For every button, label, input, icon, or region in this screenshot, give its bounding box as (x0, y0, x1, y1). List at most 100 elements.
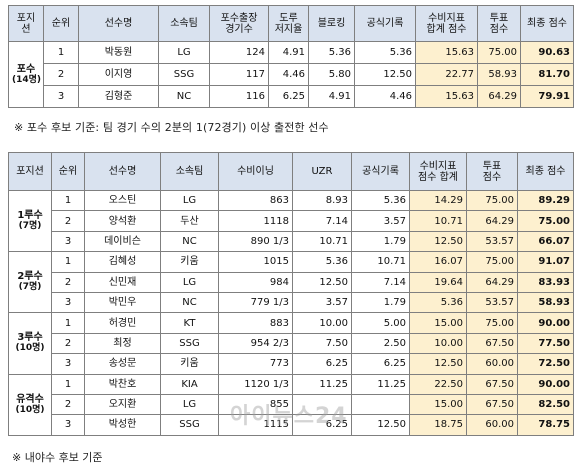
header-defense-score: 수비지표 합계 점수 (415, 5, 478, 42)
uzr-cell: 12.50 (292, 271, 352, 293)
team-cell: KIA (160, 373, 219, 395)
rank-cell: 2 (51, 210, 85, 232)
def-score-cell: 14.29 (409, 189, 467, 212)
final-score-cell: 66.07 (517, 230, 574, 253)
player-cell: 오지환 (84, 393, 161, 416)
team-cell: LG (160, 189, 219, 212)
vote-score-cell: 60.00 (466, 414, 518, 436)
team-cell: SSG (160, 414, 219, 436)
header-uzr: UZR (292, 152, 352, 191)
official-cell: 3.57 (351, 210, 410, 232)
vote-score-cell: 75.00 (466, 189, 518, 212)
table-row: 3 박성한 SSG 1115 6.25 12.50 18.75 60.00 78.75 (9, 414, 574, 436)
block-cell: 4.91 (308, 85, 355, 108)
def-score-cell: 10.00 (409, 332, 467, 355)
team-cell: LG (160, 271, 219, 293)
group-label: 2루수 (7명) (8, 251, 52, 314)
block-cell: 5.36 (308, 41, 355, 64)
final-score-cell: 90.00 (517, 373, 574, 395)
vote-score-cell: 64.29 (466, 271, 518, 293)
official-cell: 10.71 (351, 251, 410, 273)
official-cell: 6.25 (351, 353, 410, 375)
table-row: 포수 (14명) 1 박동원 LG 124 4.91 5.36 5.36 15.6… (8, 41, 574, 108)
def-score-cell: 15.63 (415, 41, 478, 64)
cs-cell: 4.46 (268, 63, 309, 86)
games-cell: 124 (209, 41, 269, 64)
team-cell: NC (160, 230, 219, 253)
official-cell: 7.14 (351, 271, 410, 293)
final-score-cell: 75.00 (517, 210, 574, 232)
rank-cell: 2 (51, 271, 85, 293)
player-cell: 양석환 (84, 210, 161, 232)
table-row: 1루수 (7명) 1 오스틴 LG 863 8.93 5.36 14.29 75.00 89.29 (8, 189, 574, 253)
header-position: 포지션 (8, 152, 52, 191)
final-score-cell: 72.50 (517, 353, 574, 375)
group-label: 포수 (14명) (8, 41, 44, 108)
header-player: 선수명 (78, 5, 159, 42)
team-cell: NC (158, 85, 210, 108)
header-official: 공식기록 (351, 152, 410, 191)
table-row: 2 신민재 LG 984 12.50 7.14 19.64 64.29 83.93 (9, 271, 574, 293)
def-score-cell: 12.50 (409, 353, 467, 375)
def-score-cell: 5.36 (409, 291, 467, 314)
uzr-cell: 3.57 (292, 291, 352, 314)
def-score-cell: 15.00 (409, 312, 467, 334)
group-label: 1루수 (7명) (8, 189, 52, 253)
player-cell: 이지영 (78, 63, 159, 86)
header-defense-score: 수비지표 점수 합계 (409, 152, 467, 191)
player-cell: 박민우 (84, 291, 161, 314)
team-cell: 키움 (160, 353, 219, 375)
rank-cell: 1 (51, 312, 85, 334)
def-score-cell: 15.63 (415, 85, 478, 108)
vote-score-cell: 67.50 (466, 393, 518, 416)
rank-cell: 1 (51, 189, 85, 212)
games-cell: 116 (209, 85, 269, 108)
games-cell: 117 (209, 63, 269, 86)
uzr-cell: 7.50 (292, 332, 352, 355)
final-score-cell: 91.07 (517, 251, 574, 273)
final-score-cell: 83.93 (517, 271, 574, 293)
header-games: 포수출장 경기수 (209, 5, 269, 42)
header-position: 포지 션 (8, 5, 44, 42)
uzr-cell: 7.14 (292, 210, 352, 232)
header-team: 소속팀 (158, 5, 210, 42)
innings-cell: 883 (218, 312, 293, 334)
player-cell: 박동원 (78, 41, 159, 64)
def-score-cell: 19.64 (409, 271, 467, 293)
final-score-cell: 82.50 (517, 393, 574, 416)
uzr-cell: 5.36 (292, 251, 352, 273)
catcher-table: 포지 션 순위 선수명 소속팀 포수출장 경기수 도루 저지율 블로킹 공식기록… (8, 5, 574, 108)
rank-cell: 3 (51, 353, 85, 375)
def-score-cell: 22.50 (409, 373, 467, 395)
header-final-score: 최종 점수 (520, 5, 574, 42)
header-final-score: 최종 점수 (517, 152, 574, 191)
table-row: 2 오지환 LG 855 15.00 67.50 82.50 (9, 393, 574, 416)
table-row: 2 양석환 두산 1118 7.14 3.57 10.71 64.29 75.00 (9, 210, 574, 232)
final-score-cell: 77.50 (517, 332, 574, 355)
table-row: 3 송성문 키움 773 6.25 6.25 12.50 60.00 72.50 (9, 353, 574, 375)
table-row: 3 김형준 NC 116 6.25 4.91 4.46 15.63 64.29 … (9, 85, 574, 108)
final-score-cell: 90.00 (517, 312, 574, 334)
header-team: 소속팀 (160, 152, 219, 191)
cs-cell: 4.91 (268, 41, 309, 64)
rank-cell: 3 (51, 414, 85, 436)
team-cell: SSG (160, 332, 219, 355)
rank-cell: 1 (51, 373, 85, 395)
header-caught-stealing: 도루 저지율 (268, 5, 309, 42)
official-cell: 4.46 (354, 85, 416, 108)
rank-cell: 2 (43, 63, 79, 86)
uzr-cell: 10.00 (292, 312, 352, 334)
vote-score-cell: 67.50 (466, 332, 518, 355)
table-row: 2 최정 SSG 954 2/3 7.50 2.50 10.00 67.50 77.50 (9, 332, 574, 355)
player-cell: 데이비슨 (84, 230, 161, 253)
group-label: 3루수 (10명) (8, 312, 52, 375)
innings-cell: 954 2/3 (218, 332, 293, 355)
header-rank: 순위 (51, 152, 85, 191)
official-cell: 12.50 (351, 414, 410, 436)
vote-score-cell: 75.00 (466, 251, 518, 273)
def-score-cell: 18.75 (409, 414, 467, 436)
team-cell: 키움 (160, 251, 219, 273)
table-row: 3 데이비슨 NC 890 1/3 10.71 1.79 12.50 53.57 66.07 (9, 230, 574, 253)
cs-cell: 6.25 (268, 85, 309, 108)
player-cell: 허경민 (84, 312, 161, 334)
